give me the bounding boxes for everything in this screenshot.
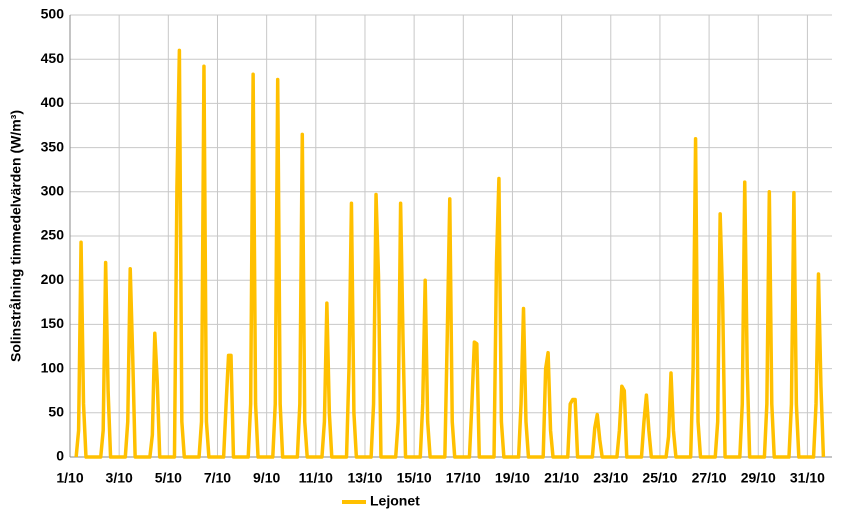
x-tick-label: 19/10 [495,470,530,486]
legend-label: Lejonet [370,493,420,509]
y-tick-label: 350 [41,138,65,154]
x-tick-label: 15/10 [397,470,432,486]
series-line [74,48,826,459]
x-tick-label: 27/10 [692,470,727,486]
x-tick-label: 25/10 [642,470,677,486]
y-tick-label: 400 [41,94,65,110]
x-tick-label: 3/10 [106,470,133,486]
y-tick-label: 150 [41,315,65,331]
x-tick-label: 5/10 [155,470,182,486]
y-tick-label: 0 [56,448,64,464]
x-tick-label: 9/10 [253,470,280,486]
x-tick-label: 21/10 [544,470,579,486]
x-tick-label: 13/10 [347,470,382,486]
x-tick-label: 7/10 [204,470,231,486]
x-tick-label: 1/10 [56,470,83,486]
y-tick-label: 500 [41,6,65,22]
y-tick-label: 300 [41,183,65,199]
x-tick-label: 29/10 [741,470,776,486]
y-axis-label: Solinstrålning timmedelvärden (W/m³) [8,110,24,362]
y-tick-label: 450 [41,50,65,66]
x-tick-label: 17/10 [446,470,481,486]
x-tick-label: 31/10 [790,470,825,486]
x-tick-label: 23/10 [593,470,628,486]
y-tick-label: 100 [41,359,65,375]
y-tick-label: 200 [41,271,65,287]
y-tick-label: 250 [41,227,65,243]
y-tick-label: 50 [48,404,64,420]
x-tick-label: 11/10 [299,470,333,486]
